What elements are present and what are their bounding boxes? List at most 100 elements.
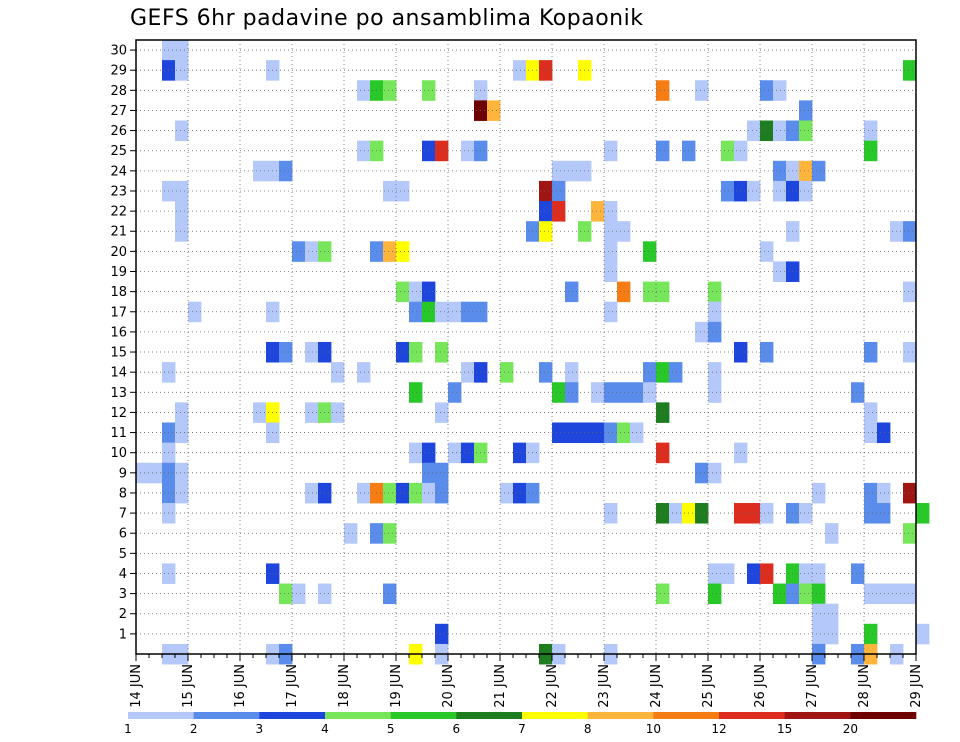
- heatmap-cell: [292, 583, 306, 605]
- heatmap-cell: [773, 120, 787, 142]
- heatmap-cell: [435, 402, 449, 423]
- heatmap-cell: [383, 241, 397, 262]
- heatmap-cell: [773, 80, 787, 101]
- heatmap-cell: [175, 201, 189, 222]
- heatmap-cell: [773, 160, 787, 182]
- heatmap-cell: [669, 503, 683, 524]
- heatmap-cell: [409, 301, 423, 323]
- heatmap-cell: [864, 120, 878, 142]
- heatmap-cell: [396, 341, 410, 363]
- heatmap-cell: [461, 442, 475, 464]
- heatmap-cell: [604, 201, 618, 222]
- heatmap-cell: [500, 362, 514, 383]
- heatmap-cell: [903, 482, 917, 504]
- heatmap-cell: [305, 482, 319, 504]
- heatmap-cell: [175, 40, 189, 61]
- y-tick-label: 9: [119, 466, 127, 481]
- y-tick-label: 7: [119, 507, 127, 522]
- heatmap-cell: [812, 482, 826, 504]
- y-axis: 1234567891011121314151617181920212223242…: [110, 44, 136, 642]
- heatmap-cells: [136, 40, 930, 665]
- heatmap-cell: [175, 180, 189, 202]
- x-tick-label: 22 JUN: [545, 664, 560, 708]
- x-tick-label: 25 JUN: [701, 664, 716, 708]
- y-tick-label: 13: [110, 386, 127, 401]
- heatmap-cell: [708, 281, 722, 303]
- heatmap-cell: [721, 140, 735, 162]
- heatmap-cell: [448, 442, 462, 464]
- heatmap-cell: [409, 341, 423, 363]
- heatmap-cell: [357, 140, 371, 162]
- colorbar-label: 15: [777, 722, 792, 736]
- heatmap-cell: [565, 382, 579, 403]
- heatmap-cell: [604, 241, 618, 262]
- heatmap-cell: [656, 442, 670, 464]
- x-tick-label: 23 JUN: [597, 664, 612, 708]
- heatmap-cell: [292, 241, 306, 262]
- y-tick-label: 1: [119, 627, 127, 642]
- heatmap-cell: [708, 301, 722, 323]
- heatmap-cell: [396, 241, 410, 262]
- heatmap-cell: [604, 422, 618, 444]
- heatmap-cell: [760, 80, 774, 101]
- x-tick-label: 21 JUN: [493, 664, 508, 708]
- heatmap-cell: [695, 462, 709, 484]
- heatmap-cell: [175, 402, 189, 423]
- heatmap-cell: [864, 482, 878, 504]
- colorbar-label: 4: [321, 722, 329, 736]
- heatmap-cell: [487, 100, 501, 121]
- x-tick-label: 26 JUN: [753, 664, 768, 708]
- heatmap-cell: [643, 382, 657, 403]
- y-tick-label: 11: [110, 426, 127, 441]
- heatmap-cell: [435, 341, 449, 363]
- heatmap-cell: [760, 241, 774, 262]
- heatmap-cell: [279, 583, 293, 605]
- colorbar-label: 12: [711, 722, 726, 736]
- heatmap-cell: [760, 563, 774, 584]
- heatmap-cell: [825, 623, 839, 645]
- heatmap-cell: [617, 382, 631, 403]
- colorbar-label: 20: [843, 722, 858, 736]
- colorbar-label: 3: [256, 722, 264, 736]
- heatmap-cell: [149, 462, 163, 484]
- x-tick-label: 28 JUN: [857, 664, 872, 708]
- heatmap-cell: [695, 80, 709, 101]
- heatmap-cell: [747, 120, 761, 142]
- heatmap-cell: [864, 402, 878, 423]
- heatmap-cell: [864, 140, 878, 162]
- heatmap-cell: [435, 623, 449, 645]
- colorbar-swatch: [128, 712, 194, 719]
- heatmap-cell: [435, 462, 449, 484]
- heatmap-cell: [539, 221, 553, 242]
- heatmap-cell: [708, 321, 722, 343]
- colorbar-swatch: [325, 712, 391, 719]
- heatmap-cell: [409, 442, 423, 464]
- heatmap-cell: [253, 160, 267, 182]
- heatmap-cell: [305, 402, 319, 423]
- x-axis: 14 JUN 15 JUN 16 JUN 17 JUN 18 JUN 19 JUN 20 J…: [129, 654, 924, 708]
- heatmap-cell: [799, 563, 813, 584]
- heatmap-cell: [747, 563, 761, 584]
- heatmap-cell: [539, 201, 553, 222]
- heatmap-cell: [656, 503, 670, 524]
- colorbar-swatch: [456, 712, 523, 719]
- heatmap-cell: [175, 462, 189, 484]
- heatmap-cell: [552, 180, 566, 202]
- y-tick-label: 22: [110, 205, 127, 220]
- x-tick-label: 16 JUN: [233, 664, 248, 708]
- heatmap-cell: [695, 321, 709, 343]
- heatmap-cell: [877, 482, 891, 504]
- x-tick-label: 18 JUN: [337, 664, 352, 708]
- heatmap-cell: [851, 382, 865, 403]
- heatmap-cell: [409, 281, 423, 303]
- colorbar-label: 2: [190, 722, 198, 736]
- heatmap-cell: [604, 261, 618, 282]
- heatmap-cell: [383, 80, 397, 101]
- heatmap-cell: [799, 180, 813, 202]
- heatmap-cell: [656, 362, 670, 383]
- heatmap-cell: [643, 362, 657, 383]
- heatmap-cell: [916, 623, 930, 645]
- heatmap-cell: [864, 422, 878, 444]
- colorbar-label: 5: [387, 722, 395, 736]
- colorbar-label: 10: [646, 722, 661, 736]
